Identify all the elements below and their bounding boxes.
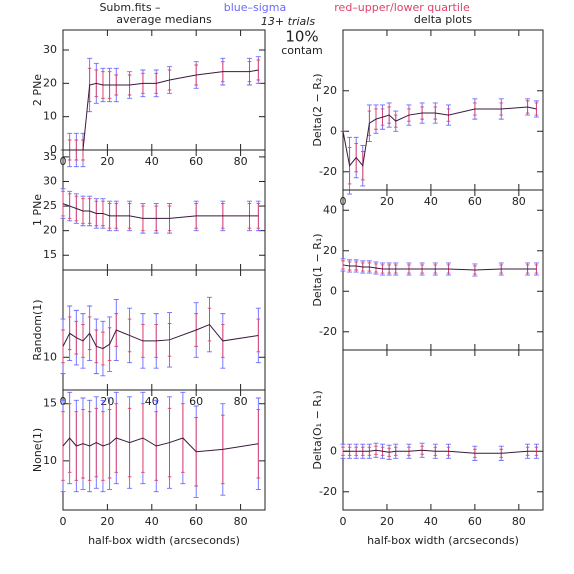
x-tick-label: 0 <box>60 515 67 528</box>
x-tick-label: 80 <box>234 515 248 528</box>
y-tick-label: 35 <box>43 150 57 163</box>
x-tick-label: 40 <box>424 515 438 528</box>
x-tick-label: 40 <box>145 515 159 528</box>
quartile-legend: red–upper/lower quartile <box>334 1 470 14</box>
x-tick-label: 40 <box>145 395 159 408</box>
x-tick-label: 40 <box>145 155 159 168</box>
trials-label: 13+ trials <box>261 15 315 28</box>
y-tick-label: -20 <box>319 165 337 178</box>
y-tick-label: 25 <box>43 199 57 212</box>
plot-frame <box>342 349 544 511</box>
y-tick-label: 40 <box>323 203 337 216</box>
x-tick-label: 60 <box>189 515 203 528</box>
plot-frame <box>342 29 544 191</box>
x-tick-label: 20 <box>100 515 114 528</box>
column-title: delta plots <box>414 13 472 26</box>
y-tick-label: 20 <box>323 244 337 257</box>
y-tick-label: 10 <box>43 350 57 363</box>
y-tick-label: 15 <box>43 397 57 410</box>
column-title: average medians <box>116 13 212 26</box>
quartile-bar <box>534 102 539 116</box>
x-axis-label: half-box width (arcseconds) <box>367 534 519 547</box>
plot-frame <box>62 269 266 391</box>
quartile-bar <box>534 446 539 456</box>
y-tick-label: 0 <box>330 444 337 457</box>
y-tick-label: 20 <box>43 224 57 237</box>
x-tick-label: 0 <box>340 515 347 528</box>
quartile-bar <box>61 190 65 217</box>
y-tick-label: 10 <box>43 454 57 467</box>
x-tick-label: 60 <box>468 195 482 208</box>
median-line <box>62 323 259 350</box>
median-line <box>63 69 259 151</box>
x-tick-label: 20 <box>100 155 114 168</box>
file-label: Subm.fits – <box>99 1 160 14</box>
y-axis-label: None(1) <box>31 428 44 472</box>
x-tick-label: 80 <box>512 515 526 528</box>
quartile-bar <box>256 59 261 81</box>
y-tick-label: 20 <box>323 84 337 97</box>
x-tick-label: 20 <box>380 515 394 528</box>
x-tick-label: 80 <box>234 155 248 168</box>
median-line <box>62 437 259 453</box>
x-tick-label: 80 <box>512 195 526 208</box>
y-tick-label: -20 <box>319 325 337 338</box>
contam-label: contam <box>281 44 323 57</box>
x-tick-label: 60 <box>189 395 203 408</box>
y-axis-label: Random(1) <box>31 299 44 360</box>
quartile-bar <box>256 408 261 479</box>
y-axis-label: 1 PNe <box>31 194 44 226</box>
x-tick-label: 60 <box>468 515 482 528</box>
x-tick-label: 60 <box>189 155 203 168</box>
y-tick-label: -20 <box>319 485 337 498</box>
x-tick-label: 20 <box>100 395 114 408</box>
y-tick-label: 30 <box>43 174 57 187</box>
x-tick-label: 20 <box>380 195 394 208</box>
median-line <box>343 449 537 454</box>
y-tick-label: 0 <box>50 143 57 156</box>
x-axis-label: half-box width (arcseconds) <box>88 534 240 547</box>
y-tick-label: 0 <box>330 124 337 137</box>
y-tick-label: 20 <box>43 76 57 89</box>
quartile-bar <box>256 318 261 353</box>
plot-frame <box>342 189 544 351</box>
y-axis-label: Delta(2 − R₂) <box>311 73 324 146</box>
plot-frame <box>62 149 266 271</box>
median-line <box>342 264 537 271</box>
quartile-bar <box>341 260 345 270</box>
y-axis-label: 2 PNe <box>31 74 44 106</box>
median-line <box>62 203 259 219</box>
x-tick-label: 80 <box>234 395 248 408</box>
plot-frame <box>62 389 266 511</box>
y-tick-label: 15 <box>43 248 57 261</box>
sigma-legend: blue–sigma <box>224 1 287 14</box>
y-axis-label: Delta(1 − R₁) <box>311 233 324 306</box>
quartile-bar <box>534 264 539 274</box>
x-tick-label: 40 <box>424 195 438 208</box>
contam-percent: 10% <box>285 28 318 46</box>
y-tick-label: 30 <box>43 43 57 56</box>
median-line <box>342 106 537 167</box>
y-axis-label: Delta(O₁ − R₁) <box>311 390 324 469</box>
y-tick-label: 0 <box>330 284 337 297</box>
y-tick-label: 10 <box>43 110 57 123</box>
quartile-bar <box>256 203 261 229</box>
plot-frame <box>62 29 266 151</box>
